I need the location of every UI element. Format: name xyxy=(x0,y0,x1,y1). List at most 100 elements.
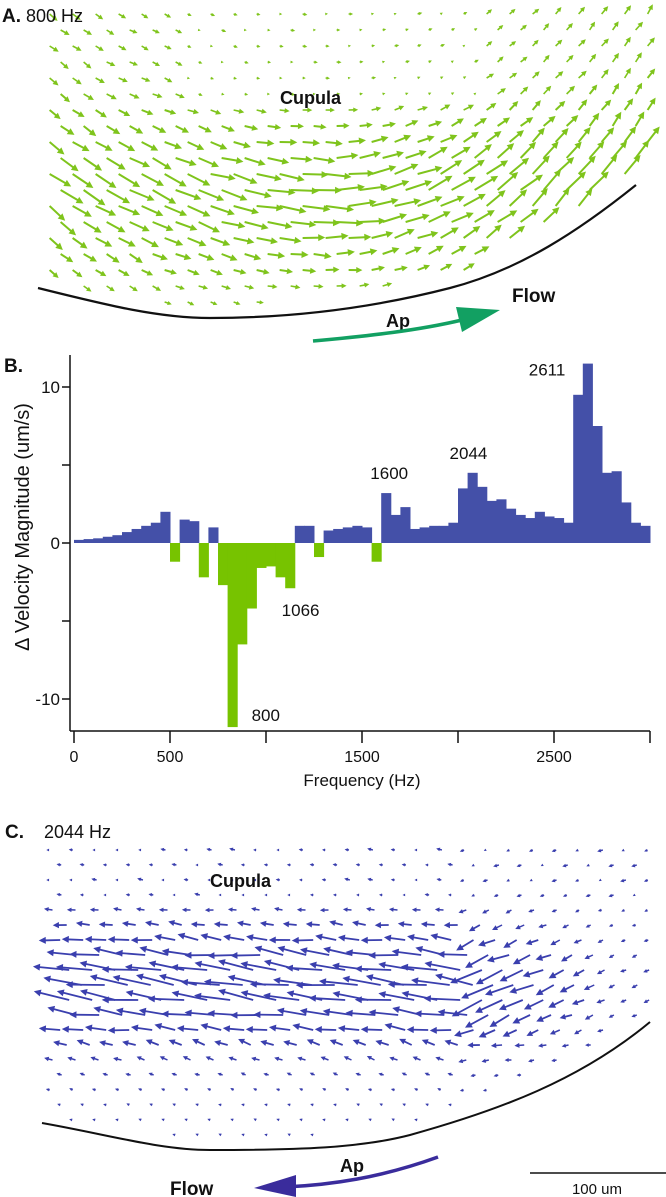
vector-arrowhead xyxy=(391,247,400,254)
vector-arrowhead xyxy=(139,945,148,953)
vector-arrowhead xyxy=(76,271,83,278)
vector-arrowhead xyxy=(143,46,149,51)
vector-arrowhead xyxy=(534,8,540,14)
vector-arrowhead xyxy=(79,241,88,249)
vector-arrowhead xyxy=(263,268,270,275)
velocity-vectors-800hz xyxy=(48,4,660,306)
vector-arrowhead xyxy=(183,253,192,261)
vector-arrowhead xyxy=(390,878,395,882)
vector-arrowhead xyxy=(424,893,429,897)
bar xyxy=(246,543,257,609)
vector-arrowhead xyxy=(335,139,343,147)
vector-arrow xyxy=(588,143,603,159)
vector-arrowhead xyxy=(400,963,409,971)
vector-arrowhead xyxy=(516,130,524,138)
vector-arrowhead xyxy=(234,44,238,48)
vector-arrowhead xyxy=(525,939,533,946)
vector-arrowhead xyxy=(402,1103,406,1107)
vector-arrowhead xyxy=(323,946,331,954)
vector-arrowhead xyxy=(471,893,475,897)
vector-arrowhead xyxy=(590,53,597,60)
peak-label: 2044 xyxy=(450,444,488,463)
vector-arrowhead xyxy=(450,227,459,234)
vector-arrowhead xyxy=(56,147,65,155)
vector-arrowhead xyxy=(337,1025,346,1033)
bar xyxy=(640,525,651,543)
vector-arrowhead xyxy=(360,60,364,64)
vector-arrowhead xyxy=(122,1040,129,1047)
vector-arrowhead xyxy=(561,956,568,962)
vector-arrowhead xyxy=(588,155,596,164)
vector-arrowhead xyxy=(535,988,544,996)
vector-arrowhead xyxy=(77,111,85,118)
vector-arrowhead xyxy=(458,245,467,253)
vector-arrowhead xyxy=(487,41,493,46)
vector-arrowhead xyxy=(113,1056,119,1062)
vector-arrowhead xyxy=(510,172,519,180)
vector-arrowhead xyxy=(575,909,579,913)
vector-arrowhead xyxy=(562,924,567,929)
vector-arrowhead xyxy=(253,1088,257,1092)
vector-arrowhead xyxy=(493,893,498,898)
vector-arrowhead xyxy=(505,909,511,914)
vector-arrowhead xyxy=(388,165,397,172)
vector-arrowhead xyxy=(489,1020,498,1027)
vector-arrowhead xyxy=(57,213,66,221)
vector-arrowhead xyxy=(345,1088,349,1092)
vector-arrow xyxy=(83,990,116,1001)
vector-arrowhead xyxy=(606,127,615,135)
vector-arrow xyxy=(290,221,313,226)
vector-arrowhead xyxy=(417,44,422,48)
vector-arrowhead xyxy=(581,99,588,106)
vector-arrowhead xyxy=(179,209,188,217)
vector-arrowhead xyxy=(423,995,431,1003)
vector-arrowhead xyxy=(89,974,98,981)
vector-arrowhead xyxy=(631,954,636,958)
panel-c-frequency: 2044 Hz xyxy=(44,822,111,842)
vector-arrowhead xyxy=(625,5,632,12)
vector-arrowhead xyxy=(132,29,138,34)
vector-arrow xyxy=(336,186,361,191)
vector-arrowhead xyxy=(567,23,573,29)
vector-arrowhead xyxy=(75,46,82,51)
vector-arrowhead xyxy=(442,211,451,218)
vector-arrowhead xyxy=(167,300,172,306)
vector-arrowhead xyxy=(148,893,153,897)
vector-arrowhead xyxy=(378,265,385,272)
vector-arrow xyxy=(302,205,327,210)
vector-arrowhead xyxy=(472,226,481,233)
vector-arrow xyxy=(496,145,512,159)
peak-label: 1600 xyxy=(370,464,408,483)
vector-arrowhead xyxy=(424,960,432,968)
vector-arrowhead xyxy=(115,1007,124,1015)
vector-arrowhead xyxy=(267,28,271,32)
vector-arrowhead xyxy=(154,933,162,941)
vector-arrowhead xyxy=(332,893,337,897)
vector-arrow xyxy=(577,191,591,207)
vector-arrowhead xyxy=(471,131,479,139)
vector-arrowhead xyxy=(342,975,350,983)
vector-arrowhead xyxy=(448,1103,452,1107)
vector-arrowhead xyxy=(441,43,445,48)
vector-arrowhead xyxy=(309,893,314,897)
vector-arrowhead xyxy=(462,44,466,48)
vector-arrowhead xyxy=(352,1039,360,1046)
vector-arrow xyxy=(221,960,254,971)
vector-arrowhead xyxy=(107,935,115,943)
vector-arrowhead xyxy=(462,76,467,80)
vector-arrow xyxy=(623,157,639,175)
vector-arrow xyxy=(158,1024,176,1031)
vector-arrowhead xyxy=(230,952,238,960)
vector-arrow xyxy=(600,157,616,175)
vector-arrow xyxy=(272,1026,291,1031)
vector-arrowhead xyxy=(397,921,405,928)
bar xyxy=(170,543,181,562)
vector-arrowhead xyxy=(312,139,321,147)
vector-arrowhead xyxy=(203,978,212,986)
vector-arrowhead xyxy=(149,1103,153,1107)
vector-arrow xyxy=(139,975,174,986)
vector-arrowhead xyxy=(277,251,286,259)
vector-arrowhead xyxy=(156,179,164,186)
vector-arrowhead xyxy=(217,862,222,867)
vector-arrowhead xyxy=(299,1118,303,1122)
